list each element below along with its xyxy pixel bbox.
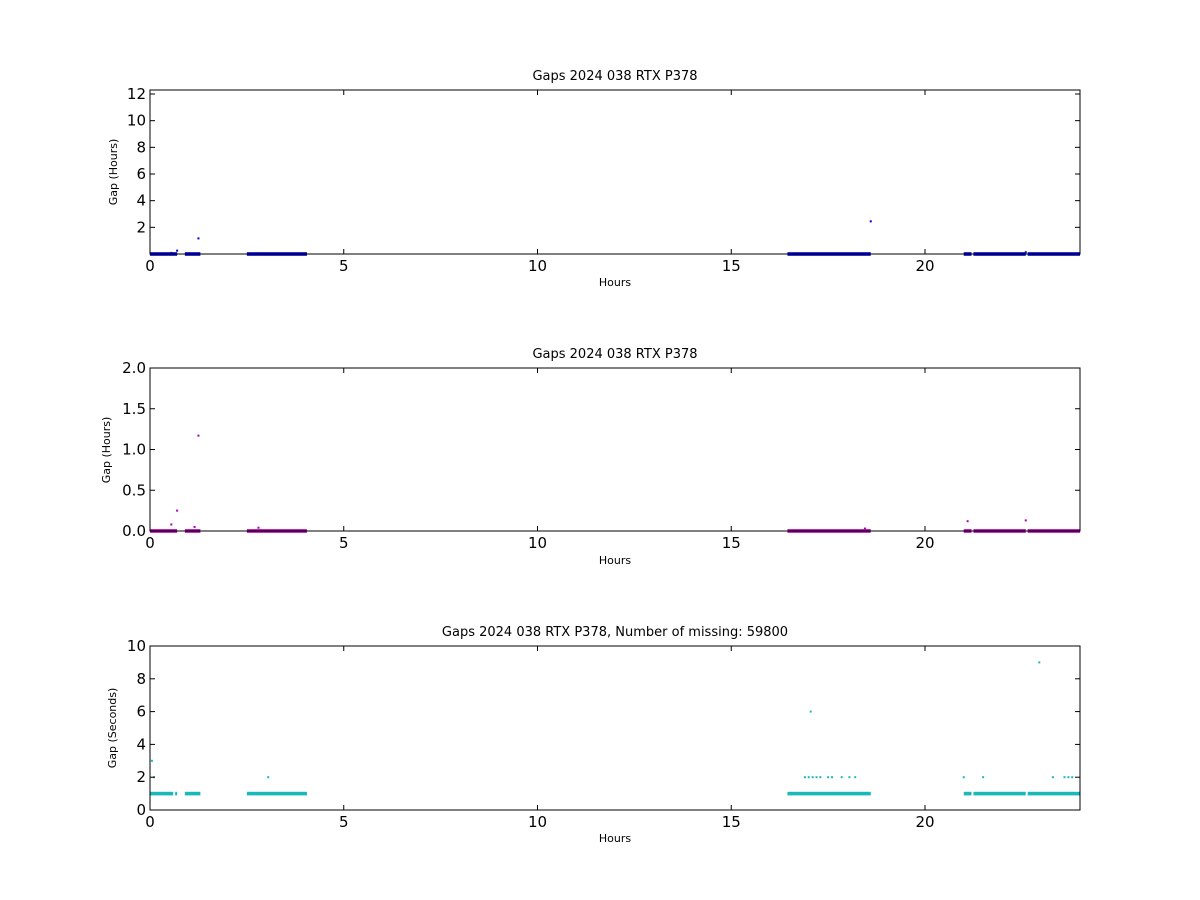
panel-2-data-point: [197, 434, 200, 437]
panel-1-ytick-label: 2: [136, 218, 146, 236]
panel-2-data-point: [257, 526, 260, 529]
panel-1-xlabel: Hours: [599, 276, 631, 289]
panel-3-data-point: [831, 776, 833, 779]
panel-1-data-point: [176, 249, 179, 252]
panel-3-data-point: [1051, 776, 1054, 779]
panel-3-data-point: [854, 776, 857, 779]
panel-3-xtick-label: 15: [722, 813, 741, 831]
panel-1-ytick-label: 8: [136, 138, 146, 156]
panel-3-data-point: [809, 710, 812, 713]
panel-2-data-point: [170, 523, 173, 526]
panel-3-ytick-label: 8: [136, 670, 146, 688]
panel-2-ylabel: Gap (Hours): [100, 417, 113, 484]
panel-3-gap-band: [175, 791, 178, 796]
panel-2-data-point: [176, 509, 179, 512]
panel-3: Gaps 2024 038 RTX P378, Number of missin…: [106, 625, 1081, 845]
panel-2: Gaps 2024 038 RTX P378 Gap (Hours) Hours…: [100, 347, 1081, 567]
panel-3-data-point: [815, 776, 818, 779]
panel-1-xtick-label: 15: [722, 257, 741, 275]
panel-3-ytick-label: 10: [127, 637, 146, 655]
panel-3-data-point: [1067, 776, 1070, 779]
panel-3-gap-band: [963, 791, 972, 796]
panel-2-xlabel: Hours: [599, 554, 631, 567]
panel-1-xtick-label: 0: [145, 257, 155, 275]
panel-3-data-point: [267, 776, 270, 779]
panel-3-title: Gaps 2024 038 RTX P378, Number of missin…: [442, 625, 788, 640]
panel-1-data-point: [257, 252, 260, 255]
panel-3-gap-band: [150, 791, 174, 796]
panel-3-ylabel: Gap (Seconds): [106, 688, 119, 769]
panel-2-ytick-label: 1.5: [122, 400, 146, 418]
panel-3-data-point: [1071, 776, 1074, 779]
panel-3-gap-band: [787, 791, 871, 796]
panel-2-data-point: [193, 525, 196, 528]
panel-2-xtick-label: 5: [339, 534, 349, 552]
panel-3-xtick-label: 20: [915, 813, 934, 831]
panel-3-data-point: [1063, 776, 1066, 779]
panel-3-gap-band: [184, 791, 201, 796]
panel-1-title: Gaps 2024 038 RTX P378: [532, 69, 697, 84]
panel-3-data-point: [982, 776, 985, 779]
panel-3-data-point: [962, 776, 965, 779]
panel-3-ytick-label: 0: [136, 801, 146, 819]
panel-2-xtick-label: 10: [528, 534, 547, 552]
panel-3-xtick-label: 5: [339, 813, 349, 831]
panel-3-ytick-label: 6: [136, 703, 146, 721]
panel-3-data-point: [1038, 661, 1041, 664]
panel-3-data-point: [819, 776, 822, 779]
panel-2-ytick-label: 2.0: [122, 359, 146, 377]
panel-3-data-point: [807, 776, 810, 779]
panel-3-data-point: [840, 776, 843, 779]
panel-1-xtick-label: 5: [339, 257, 349, 275]
panel-3-plot-frame: [149, 645, 1081, 811]
panel-1-plot-frame: [149, 89, 1081, 255]
panel-3-xtick-label: 10: [528, 813, 547, 831]
panel-3-ytick-label: 4: [136, 735, 146, 753]
panel-3-xlabel: Hours: [599, 832, 631, 845]
panel-1-ytick-label: 12: [127, 85, 146, 103]
panel-3-data-point: [150, 759, 153, 762]
panel-2-data-point: [966, 520, 969, 523]
panel-2-ytick-label: 0.0: [122, 522, 146, 540]
panel-1-data-point: [197, 237, 200, 240]
panel-1-xtick-label: 10: [528, 257, 547, 275]
panel-3-data-point: [848, 776, 851, 779]
panel-3-data-point: [803, 776, 806, 779]
panel-2-data-point: [1024, 519, 1027, 522]
panel-1-ytick-label: 4: [136, 192, 146, 210]
panel-2-ytick-label: 0.5: [122, 481, 146, 499]
panel-3-gap-band: [973, 791, 1026, 796]
panel-2-xtick-label: 20: [915, 534, 934, 552]
panel-2-plot-frame: [149, 367, 1081, 532]
panel-3-gap-band: [246, 791, 307, 796]
panel-1: Gaps 2024 038 RTX P378 Gap (Hours) Hours…: [107, 69, 1081, 289]
panel-2-ytick-label: 1.0: [122, 441, 146, 459]
panel-1-data-point: [869, 220, 872, 223]
panel-3-gap-band: [1027, 791, 1080, 796]
panel-3-xtick-label: 0: [145, 813, 155, 831]
panel-1-data-point: [1024, 251, 1027, 254]
panel-1-ylabel: Gap (Hours): [107, 139, 120, 206]
panel-2-xtick-label: 0: [145, 534, 155, 552]
panel-3-ytick-label: 2: [136, 768, 146, 786]
panel-1-xtick-label: 20: [915, 257, 934, 275]
panel-2-xtick-label: 15: [722, 534, 741, 552]
panel-3-data-point: [827, 776, 830, 779]
panel-1-data-point: [170, 251, 173, 254]
panel-3-data-point: [811, 776, 814, 779]
panel-1-ytick-label: 6: [136, 165, 146, 183]
panel-2-data-point: [863, 527, 866, 530]
panel-2-title: Gaps 2024 038 RTX P378: [532, 347, 697, 362]
panel-1-ytick-label: 10: [127, 112, 146, 130]
